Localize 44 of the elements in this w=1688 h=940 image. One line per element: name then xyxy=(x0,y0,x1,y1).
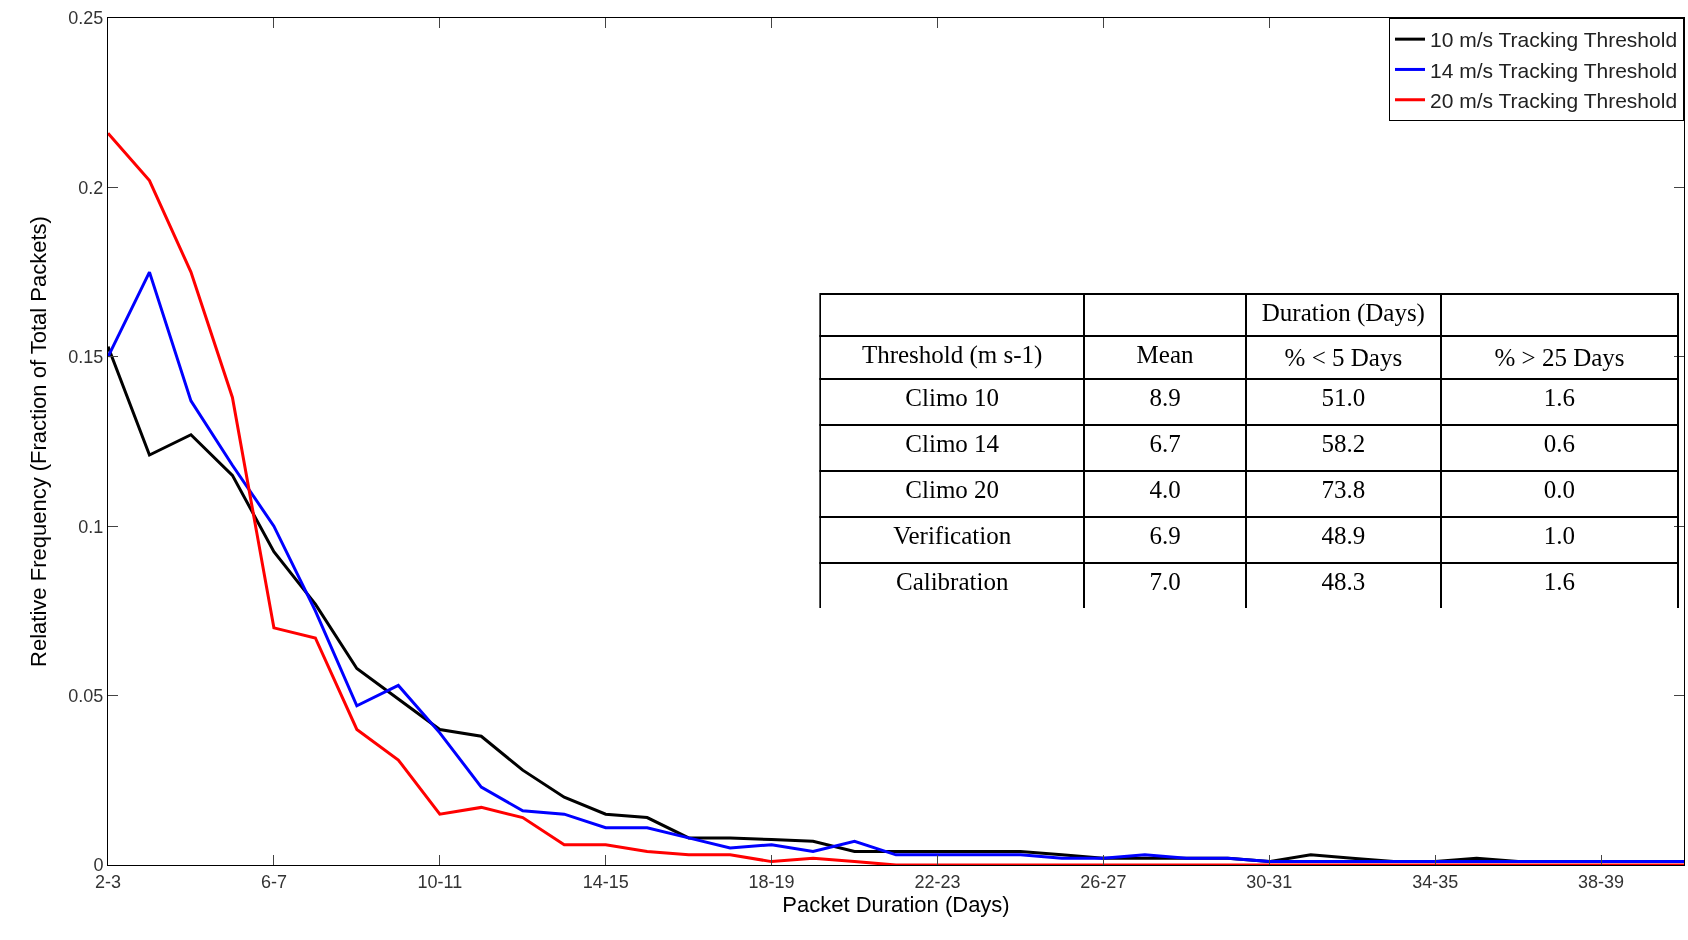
annotation: 0.0 xyxy=(1543,475,1576,503)
y-tick-label: 0.1 xyxy=(78,516,104,537)
annotation: 6.9 xyxy=(1149,521,1181,549)
annotation: Threshold (m s-1) xyxy=(861,340,1043,369)
annotation: 51.0 xyxy=(1321,383,1366,411)
x-tick-label: 38-39 xyxy=(1578,871,1625,892)
annotation: Climo 20 xyxy=(905,475,1000,503)
legend-label: 14 m/s Tracking Threshold xyxy=(1430,58,1678,82)
annotation: 6.7 xyxy=(1149,429,1181,457)
annotation: Climo 14 xyxy=(905,429,1000,457)
legend-label: 10 m/s Tracking Threshold xyxy=(1430,28,1678,52)
annotation: 1.6 xyxy=(1543,383,1576,411)
annotation: 48.3 xyxy=(1321,567,1366,595)
x-tick-label: 18-19 xyxy=(748,871,795,892)
annotation: Duration (Days) xyxy=(1261,298,1425,327)
annotation: % > 25 Days xyxy=(1494,344,1625,372)
legend-label: 20 m/s Tracking Threshold xyxy=(1430,88,1678,112)
x-tick-label: 6-7 xyxy=(260,871,287,892)
y-tick-label: 0.05 xyxy=(68,685,104,706)
x-tick-label: 22-23 xyxy=(914,871,961,892)
annotation: % < 5 Days xyxy=(1284,344,1403,372)
y-tick-label: 0.2 xyxy=(78,177,104,198)
annotation: 48.9 xyxy=(1321,521,1366,549)
y-tick-label: 0.25 xyxy=(68,8,104,29)
annotation: 7.0 xyxy=(1149,567,1181,595)
annotation: 4.0 xyxy=(1149,475,1181,503)
annotation: 1.0 xyxy=(1543,521,1576,549)
annotation: 1.6 xyxy=(1543,567,1576,595)
annotation: 58.2 xyxy=(1321,429,1366,457)
annotation: Verification xyxy=(893,521,1012,549)
x-axis-title: Packet Duration (Days) xyxy=(782,891,1010,917)
annotation: 73.8 xyxy=(1321,475,1366,503)
annotation: Mean xyxy=(1136,340,1195,368)
x-tick-label: 30-31 xyxy=(1246,871,1293,892)
x-tick-label: 26-27 xyxy=(1080,871,1127,892)
x-tick-label: 34-35 xyxy=(1412,871,1459,892)
x-tick-label: 10-11 xyxy=(417,871,463,892)
annotation: 0.6 xyxy=(1543,429,1576,457)
annotation: 8.9 xyxy=(1149,383,1181,411)
y-axis-title: Relative Frequency (Fraction of Total Packets) xyxy=(26,216,52,667)
annotation: Climo 10 xyxy=(905,383,1000,411)
x-tick-label: 14-15 xyxy=(582,871,629,892)
y-tick-label: 0.15 xyxy=(68,347,104,368)
annotation: Calibration xyxy=(895,567,1009,595)
